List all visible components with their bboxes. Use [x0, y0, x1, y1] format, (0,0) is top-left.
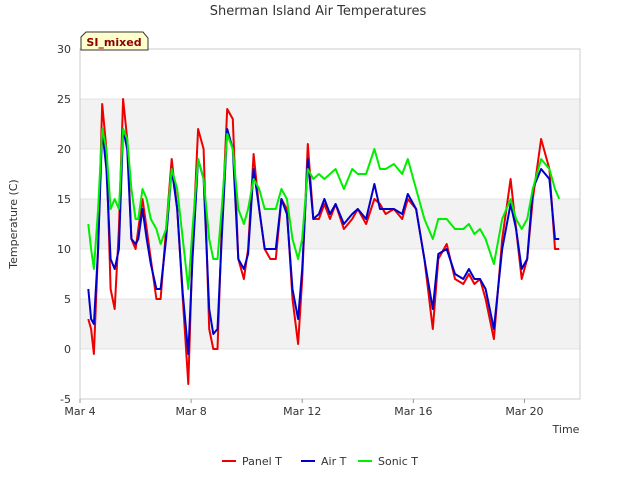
x-tick-label: Mar 12: [283, 405, 321, 418]
y-axis-ticks: -5 0 5 10 15 20 25 30: [57, 43, 71, 406]
y-axis-label: Temperature (C): [7, 179, 20, 269]
x-tick-label: Mar 16: [394, 405, 432, 418]
y-tick-label: 5: [64, 293, 71, 306]
y-tick-label: 30: [57, 43, 71, 56]
grid-band: [80, 99, 580, 149]
series-line-air-t: [87, 128, 560, 355]
series-line-sonic-t: [87, 128, 561, 290]
site-badge-box: [80, 31, 149, 51]
series-lines: [87, 98, 561, 385]
plot-frame: [79, 48, 581, 400]
legend: Panel T Air T Sonic T: [222, 455, 418, 468]
site-badge-label: SI_mixed: [86, 36, 141, 49]
site-badge: SI_mixed: [80, 31, 149, 51]
legend-label-sonic-t: Sonic T: [378, 455, 418, 468]
legend-label-panel-t: Panel T: [242, 455, 282, 468]
grid-band: [80, 199, 580, 249]
legend-label-air-t: Air T: [321, 455, 347, 468]
y-tick-label: 0: [64, 343, 71, 356]
x-axis-label: Time: [552, 423, 580, 436]
y-tick-label: 20: [57, 143, 71, 156]
x-axis-ticks: Mar 4 Mar 8 Mar 12 Mar 16 Mar 20: [64, 399, 544, 418]
y-tick-label: -5: [60, 393, 71, 406]
x-tick-label: Mar 8: [175, 405, 206, 418]
y-tick-label: 15: [57, 193, 71, 206]
chart-title: Sherman Island Air Temperatures: [210, 4, 427, 19]
x-tick-label: Mar 4: [64, 405, 95, 418]
grid-band: [80, 49, 580, 99]
x-tick-label: Mar 20: [505, 405, 543, 418]
grid-band: [80, 299, 580, 349]
grid-band: [80, 349, 580, 399]
y-tick-label: 10: [57, 243, 71, 256]
y-tick-label: 25: [57, 93, 71, 106]
